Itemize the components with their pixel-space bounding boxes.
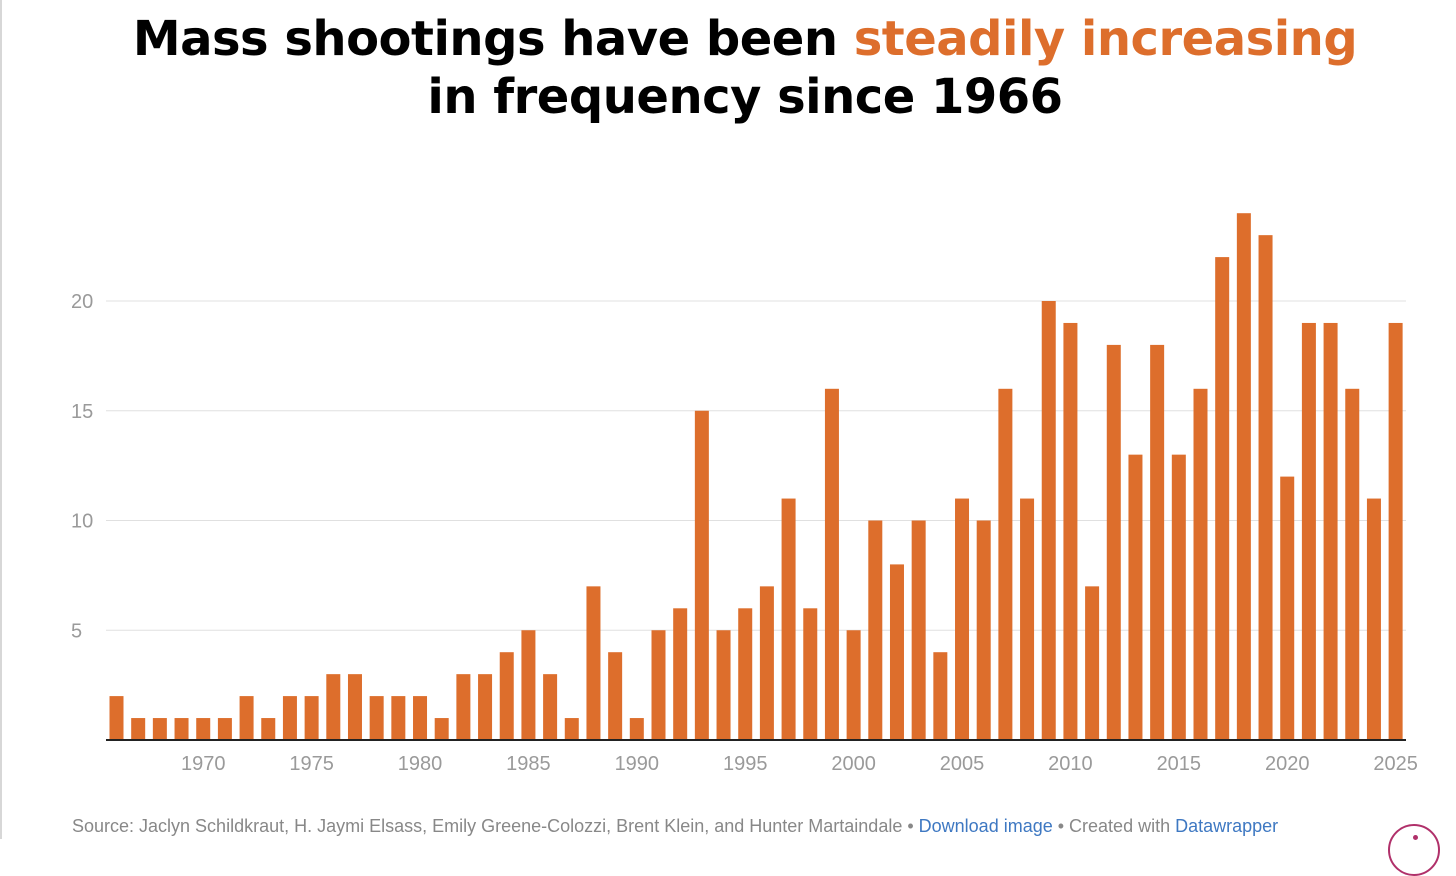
bar-2015 (1171, 454, 1186, 740)
bar-1974 (282, 696, 297, 740)
bar-1997 (781, 498, 796, 740)
bar-2013 (1128, 454, 1143, 740)
bar-2005 (955, 498, 970, 740)
title-prefix: Mass shootings have been (132, 11, 854, 67)
bar-1971 (217, 718, 232, 740)
gridlines (106, 300, 1406, 631)
y-tick-label-15: 15 (71, 401, 93, 423)
download-image-link[interactable]: Download image (918, 816, 1053, 836)
bar-2016 (1193, 388, 1208, 740)
footer: Source: Jaclyn Schildkraut, H. Jaymi Els… (72, 816, 1278, 837)
bar-1981 (434, 718, 449, 740)
x-tick-label-1995: 1995 (723, 753, 768, 775)
x-tick-label-2000: 2000 (831, 753, 876, 775)
bar-2017 (1215, 257, 1230, 740)
x-tick-label-1970: 1970 (181, 753, 226, 775)
bar-2004 (933, 652, 948, 740)
chart-title: Mass shootings have been steadily increa… (120, 10, 1370, 126)
bar-2021 (1301, 322, 1316, 740)
bar-2014 (1150, 344, 1165, 740)
bar-2018 (1236, 213, 1251, 740)
bar-1980 (413, 696, 428, 740)
bars (109, 213, 1403, 740)
x-tick-label-1975: 1975 (289, 753, 334, 775)
bar-1979 (391, 696, 406, 740)
bar-2020 (1280, 476, 1295, 740)
bar-2009 (1041, 301, 1056, 740)
x-tick-label-2005: 2005 (940, 753, 985, 775)
x-tick-label-2010: 2010 (1048, 753, 1093, 775)
bar-1969 (174, 718, 189, 740)
x-tick-label-1990: 1990 (615, 753, 660, 775)
bar-2007 (998, 388, 1013, 740)
bar-2025 (1388, 322, 1403, 740)
bar-2019 (1258, 235, 1273, 740)
bar-1985 (521, 630, 536, 740)
x-tick-label-2020: 2020 (1265, 753, 1310, 775)
bar-1978 (369, 696, 384, 740)
bar-2002 (889, 564, 904, 740)
y-tick-label-20: 20 (71, 291, 93, 313)
bar-2024 (1366, 498, 1381, 740)
bar-2008 (1020, 498, 1035, 740)
bar-2010 (1063, 322, 1078, 740)
datawrapper-badge-icon[interactable] (1388, 824, 1440, 876)
bar-1990 (629, 718, 644, 740)
bar-1982 (456, 674, 471, 740)
bar-1973 (261, 718, 276, 740)
bar-1991 (651, 630, 666, 740)
x-tick-labels: 1970 1975 1980 1985 1990 1995 2000 2005 2010 2015… (181, 753, 1418, 775)
bar-1998 (803, 608, 818, 740)
bar-1970 (196, 718, 211, 740)
bar-1986 (543, 674, 558, 740)
footer-separator: • (902, 816, 919, 836)
bar-1966 (109, 696, 124, 740)
title-highlight: steadily increasing (853, 11, 1358, 67)
bar-1989 (608, 652, 623, 740)
y-tick-label-10: 10 (71, 511, 93, 533)
bar-2006 (976, 520, 991, 740)
bar-2000 (846, 630, 861, 740)
bar-2003 (911, 520, 926, 740)
title-suffix: in frequency since 1966 (427, 69, 1063, 125)
created-with-text: • Created with (1052, 816, 1176, 836)
bar-2011 (1085, 586, 1100, 740)
bar-1967 (131, 718, 146, 740)
window-edge (0, 0, 2, 839)
source-text: Source: Jaclyn Schildkraut, H. Jaymi Els… (72, 816, 903, 836)
badge-dot (1413, 835, 1418, 840)
bar-1999 (824, 388, 839, 740)
x-tick-label-2025: 2025 (1373, 753, 1418, 775)
x-tick-label-1980: 1980 (398, 753, 443, 775)
bar-1992 (673, 608, 688, 740)
bar-1983 (478, 674, 493, 740)
bar-2001 (868, 520, 883, 740)
bar-1984 (499, 652, 514, 740)
bar-1993 (694, 410, 709, 740)
bar-1972 (239, 696, 254, 740)
x-tick-label-2015: 2015 (1157, 753, 1202, 775)
bar-1995 (738, 608, 753, 740)
bar-1987 (564, 718, 579, 740)
bar-2022 (1323, 322, 1338, 740)
datawrapper-link[interactable]: Datawrapper (1175, 816, 1279, 836)
y-tick-label-5: 5 (71, 620, 82, 642)
bar-2012 (1106, 344, 1121, 740)
y-tick-labels: 5 10 15 20 (71, 291, 93, 642)
bar-1976 (326, 674, 341, 740)
bar-1975 (304, 696, 319, 740)
bar-chart: 5 10 15 20 1970 1975 1980 1985 1990 1995 2000 2005… (71, 213, 1418, 775)
bar-1988 (586, 586, 601, 740)
bar-1968 (152, 718, 167, 740)
bar-1996 (759, 586, 774, 740)
bar-1977 (347, 674, 362, 740)
bar-1994 (716, 630, 731, 740)
x-tick-label-1985: 1985 (506, 753, 551, 775)
bar-2023 (1345, 388, 1360, 740)
